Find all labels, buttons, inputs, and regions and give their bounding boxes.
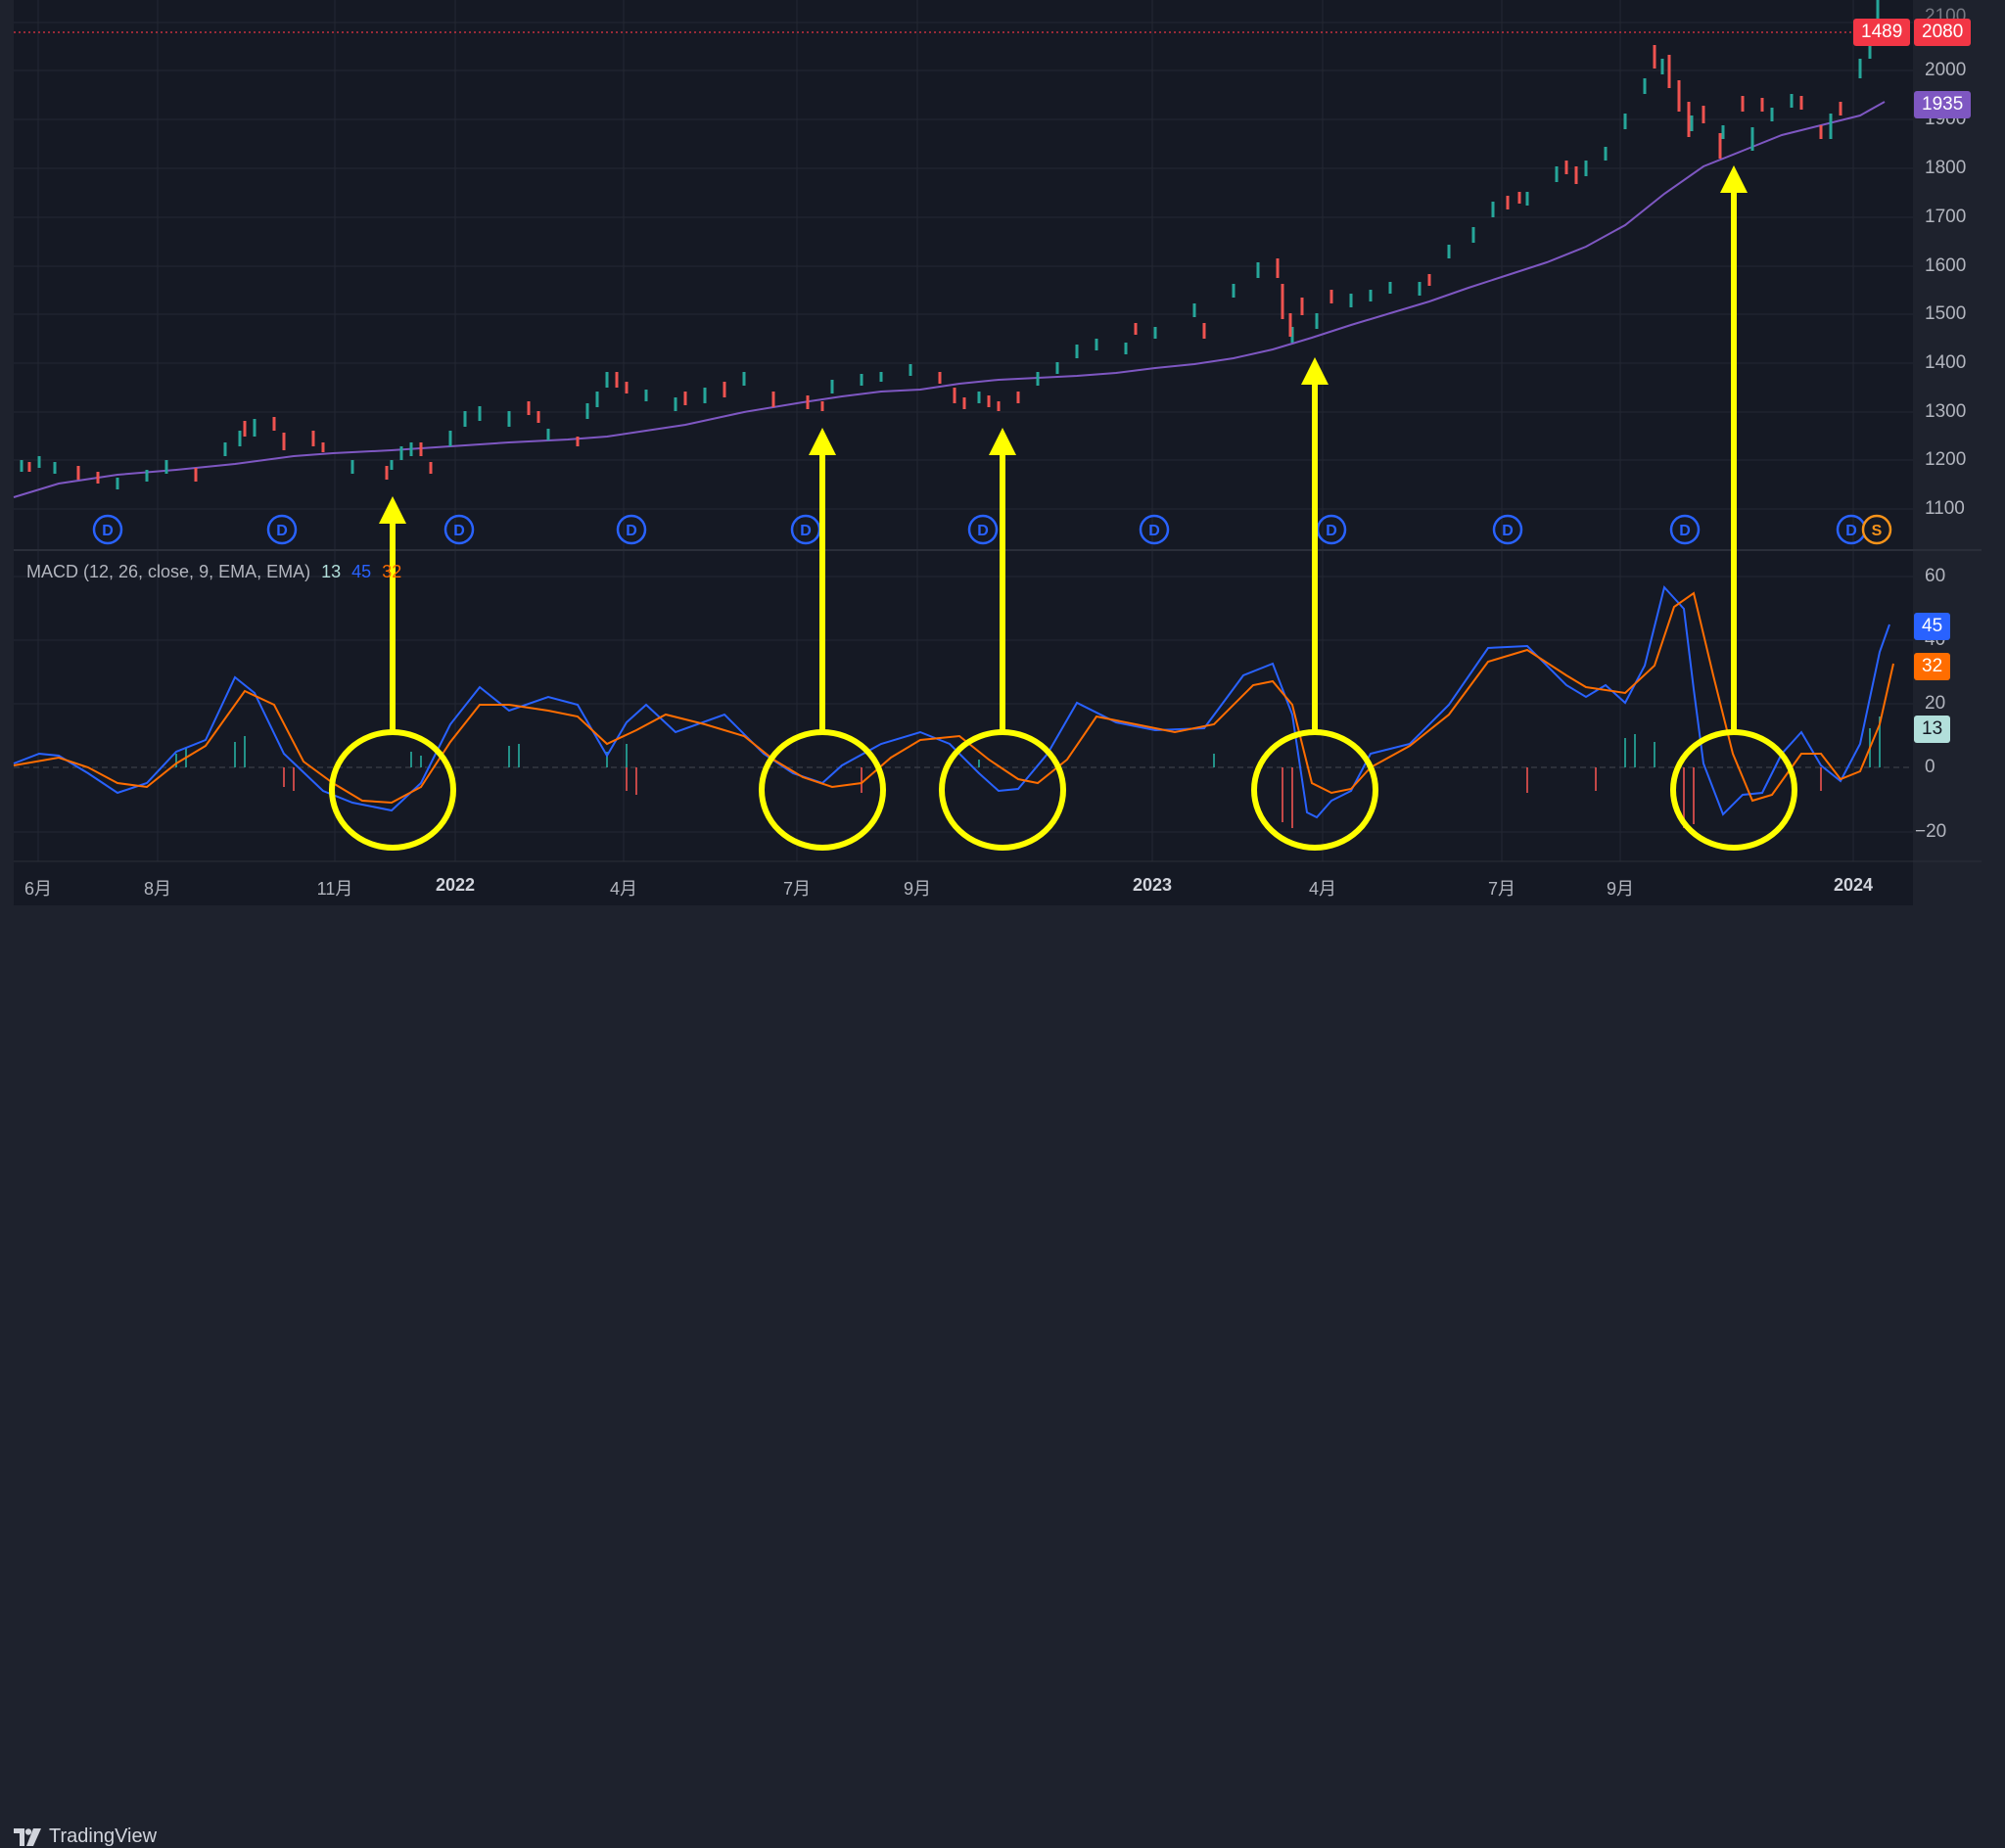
macd-legend-histogram: 13: [321, 562, 342, 581]
svg-text:D: D: [1679, 523, 1691, 539]
time-tick: 9月: [1606, 879, 1635, 899]
macd-legend[interactable]: MACD (12, 26, close, 9, EMA, EMA) 13 45 …: [26, 562, 401, 582]
price-tick: 1700: [1925, 207, 1967, 227]
countdown-tag: 1489: [1853, 19, 1911, 46]
time-tick-year: 2023: [1132, 875, 1173, 895]
time-tick: 8月: [143, 879, 172, 899]
histogram-value-tag: 13: [1914, 716, 1951, 743]
last-price-tag: 2080: [1914, 19, 1972, 46]
brand-name: TradingView: [49, 1825, 158, 1847]
price-tick: 1400: [1925, 352, 1967, 373]
time-tick-year: 2022: [435, 875, 476, 895]
macd-value-tag: 45: [1914, 613, 1951, 640]
macd-legend-signal: 32: [382, 562, 402, 581]
svg-text:D: D: [1502, 523, 1514, 539]
macd-tick: 0: [1925, 757, 1935, 777]
svg-text:D: D: [276, 523, 288, 539]
time-tick: 4月: [1308, 879, 1337, 899]
tradingview-brand[interactable]: TradingView: [14, 1825, 157, 1848]
price-tick: 1500: [1925, 303, 1967, 324]
left-edge: [0, 0, 14, 905]
chart-canvas[interactable]: DDD DDD DDD DD S: [0, 0, 2005, 958]
svg-text:D: D: [1326, 523, 1337, 539]
price-tick: 1800: [1925, 158, 1967, 178]
moving-average-line: [13, 101, 1886, 498]
signal-line: [13, 591, 1894, 805]
time-tick-year: 2024: [1833, 875, 1874, 895]
split-marker-label: S: [1872, 523, 1883, 539]
time-tick: 9月: [903, 879, 932, 899]
svg-text:D: D: [453, 523, 465, 539]
macd-tick: 20: [1925, 693, 1946, 714]
price-tick: 1100: [1925, 498, 1965, 519]
price-tick: 2000: [1925, 60, 1967, 80]
dividend-markers[interactable]: [92, 514, 1867, 545]
signal-value-tag: 32: [1914, 653, 1951, 680]
time-tick: 11月: [316, 879, 353, 899]
split-marker[interactable]: [1861, 514, 1892, 545]
price-tick: 1600: [1925, 255, 1967, 276]
price-grid: [14, 0, 1913, 861]
svg-text:D: D: [626, 523, 637, 539]
candlesticks: [20, 0, 1880, 489]
tradingview-logo-icon: [14, 1827, 41, 1846]
right-edge: [1982, 0, 2005, 958]
macd-grid: [14, 576, 1913, 833]
price-tick: 1200: [1925, 449, 1967, 470]
svg-text:D: D: [1845, 523, 1857, 539]
svg-text:D: D: [977, 523, 989, 539]
ma-value-tag: 1935: [1914, 91, 1972, 118]
macd-line: [13, 584, 1890, 819]
macd-histogram: [175, 716, 1881, 828]
macd-legend-macd: 45: [351, 562, 372, 581]
annotation-arrows: [379, 165, 1748, 732]
time-tick: 7月: [1487, 879, 1516, 899]
svg-text:D: D: [800, 523, 812, 539]
footer: TradingView: [0, 905, 2005, 1847]
annotation-circles: [329, 729, 1797, 851]
macd-tick: 60: [1925, 566, 1946, 586]
time-tick: 7月: [782, 879, 812, 899]
macd-tick: −20: [1915, 821, 1947, 842]
price-tick: 1300: [1925, 401, 1967, 422]
macd-legend-title: MACD (12, 26, close, 9, EMA, EMA): [26, 562, 311, 581]
svg-text:D: D: [102, 523, 114, 539]
time-tick: 6月: [23, 879, 53, 899]
time-tick: 4月: [609, 879, 638, 899]
svg-text:D: D: [1148, 523, 1160, 539]
